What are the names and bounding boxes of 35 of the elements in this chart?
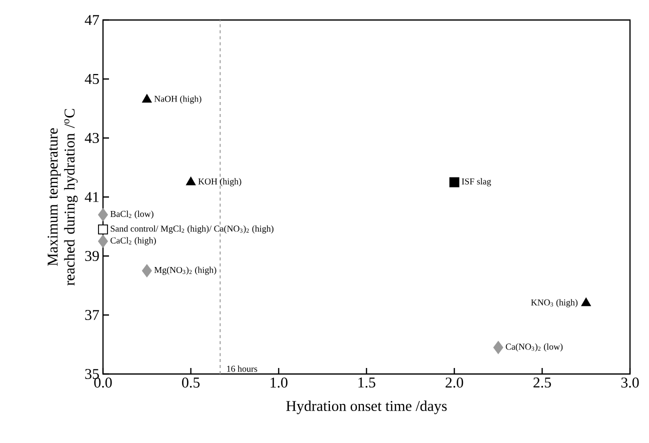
x-tick-label: 1.0 [270, 378, 288, 388]
y-tick-label: 47 [84, 15, 100, 25]
annotation: NaOH (high) [154, 96, 202, 104]
point [142, 94, 152, 103]
annotation: Sand control/ MgCl$_{2}$ (high)/ Ca(NO$_{3}$)$_{2}$ (high) [110, 225, 274, 234]
y-tick-label: 37 [85, 310, 100, 320]
x-tick-label: 3.0 [621, 378, 639, 388]
x-tick-label: 1.5 [358, 378, 376, 388]
x-axis-title: Hydration onset time /days [286, 400, 447, 414]
point [142, 264, 152, 278]
annotation: Ca(NO$_{3}$)$_{2}$ (low) [506, 343, 563, 352]
x-tick-label: 2.5 [533, 378, 551, 388]
x-tick-label: 0.0 [94, 378, 112, 388]
y-tick-label: 41 [84, 192, 99, 202]
y-tick-label: 43 [84, 132, 99, 144]
annotation: KOH (high) [198, 178, 242, 186]
y-tick-label: 35 [85, 368, 99, 380]
annotation: CaCl$_{2}$ (high) [110, 237, 156, 246]
point [98, 224, 108, 234]
x-tick-label: 0.5 [182, 378, 200, 388]
point [98, 234, 108, 248]
annotation: KNO$_{3}$ (high) [531, 299, 578, 308]
x-tick-label: 2.0 [446, 378, 464, 388]
ref-line-label: 16 hours [227, 366, 258, 372]
y-tick-label: 45 [84, 74, 99, 84]
y-tick-label: 39 [85, 250, 99, 262]
point [581, 298, 591, 306]
point [493, 341, 504, 354]
point [186, 176, 196, 186]
annotation: ISF slag [462, 178, 491, 186]
y-axis-title: Maximum temperature reached during hydration /$^{o}$C [48, 109, 78, 286]
annotation: Mg(NO$_{3}$)$_{2}$ (high) [154, 266, 216, 275]
point [98, 208, 108, 222]
point [449, 177, 460, 188]
annotation: BaCl$_{2}$ (low) [110, 210, 154, 219]
